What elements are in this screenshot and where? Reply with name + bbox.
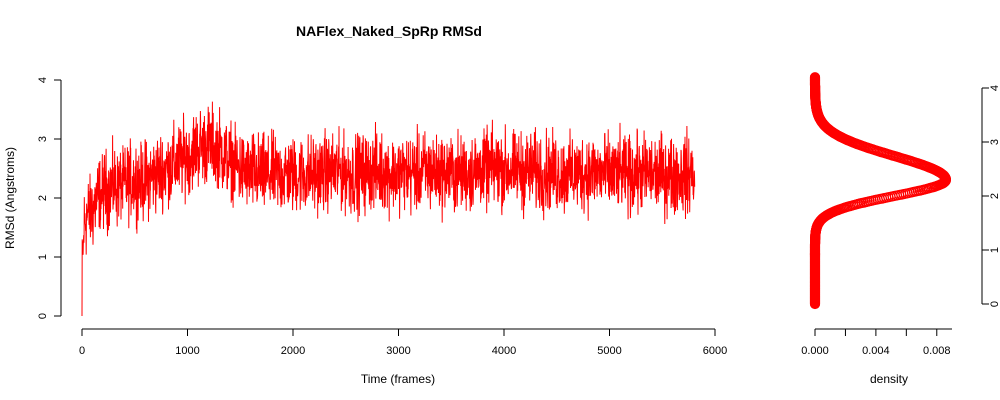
y-tick-label: 3 [37, 136, 49, 142]
density-y-tick-label: 2 [989, 193, 1000, 199]
x-tick-label: 5000 [597, 345, 621, 357]
x-tick-label: 4000 [492, 345, 516, 357]
y-axis-label: RMSd (Angstroms) [3, 147, 17, 249]
density-y-ticks: 0 1 2 3 4 [982, 85, 1000, 307]
density-x-tick-label: 0.004 [862, 345, 890, 357]
x-tick-label: 1000 [175, 345, 199, 357]
y-tick-label: 2 [37, 195, 49, 201]
x-tick-label: 0 [79, 345, 85, 357]
density-x-tick-label: 0.008 [923, 345, 951, 357]
y-tick-label: 1 [37, 254, 49, 260]
y-ticks: 0 1 2 3 4 [37, 77, 61, 319]
rmsd-line [81, 101, 696, 317]
density-point [809, 72, 821, 83]
x-tick-label: 6000 [703, 345, 727, 357]
density-x-tick-label: 0.000 [801, 345, 829, 357]
rmsd-series [81, 101, 696, 317]
rmsd-plot-axes [60, 80, 715, 330]
density-y-tick-label: 0 [989, 301, 1000, 307]
density-y-tick-label: 1 [989, 247, 1000, 253]
density-y-tick-label: 4 [989, 85, 1000, 91]
chart-title: NAFlex_Naked_SpRp RMSd [296, 23, 482, 39]
density-x-ticks: 0.000 0.004 0.008 [801, 329, 951, 357]
x-ticks: 0 1000 2000 3000 4000 5000 6000 [79, 329, 727, 357]
y-tick-label: 4 [37, 77, 49, 83]
density-series [809, 72, 952, 310]
density-x-axis-label: density [870, 372, 908, 386]
density-y-tick-label: 3 [989, 139, 1000, 145]
x-axis-label: Time (frames) [361, 372, 435, 386]
y-tick-label: 0 [37, 313, 49, 319]
x-tick-label: 2000 [281, 345, 305, 357]
x-tick-label: 3000 [386, 345, 410, 357]
